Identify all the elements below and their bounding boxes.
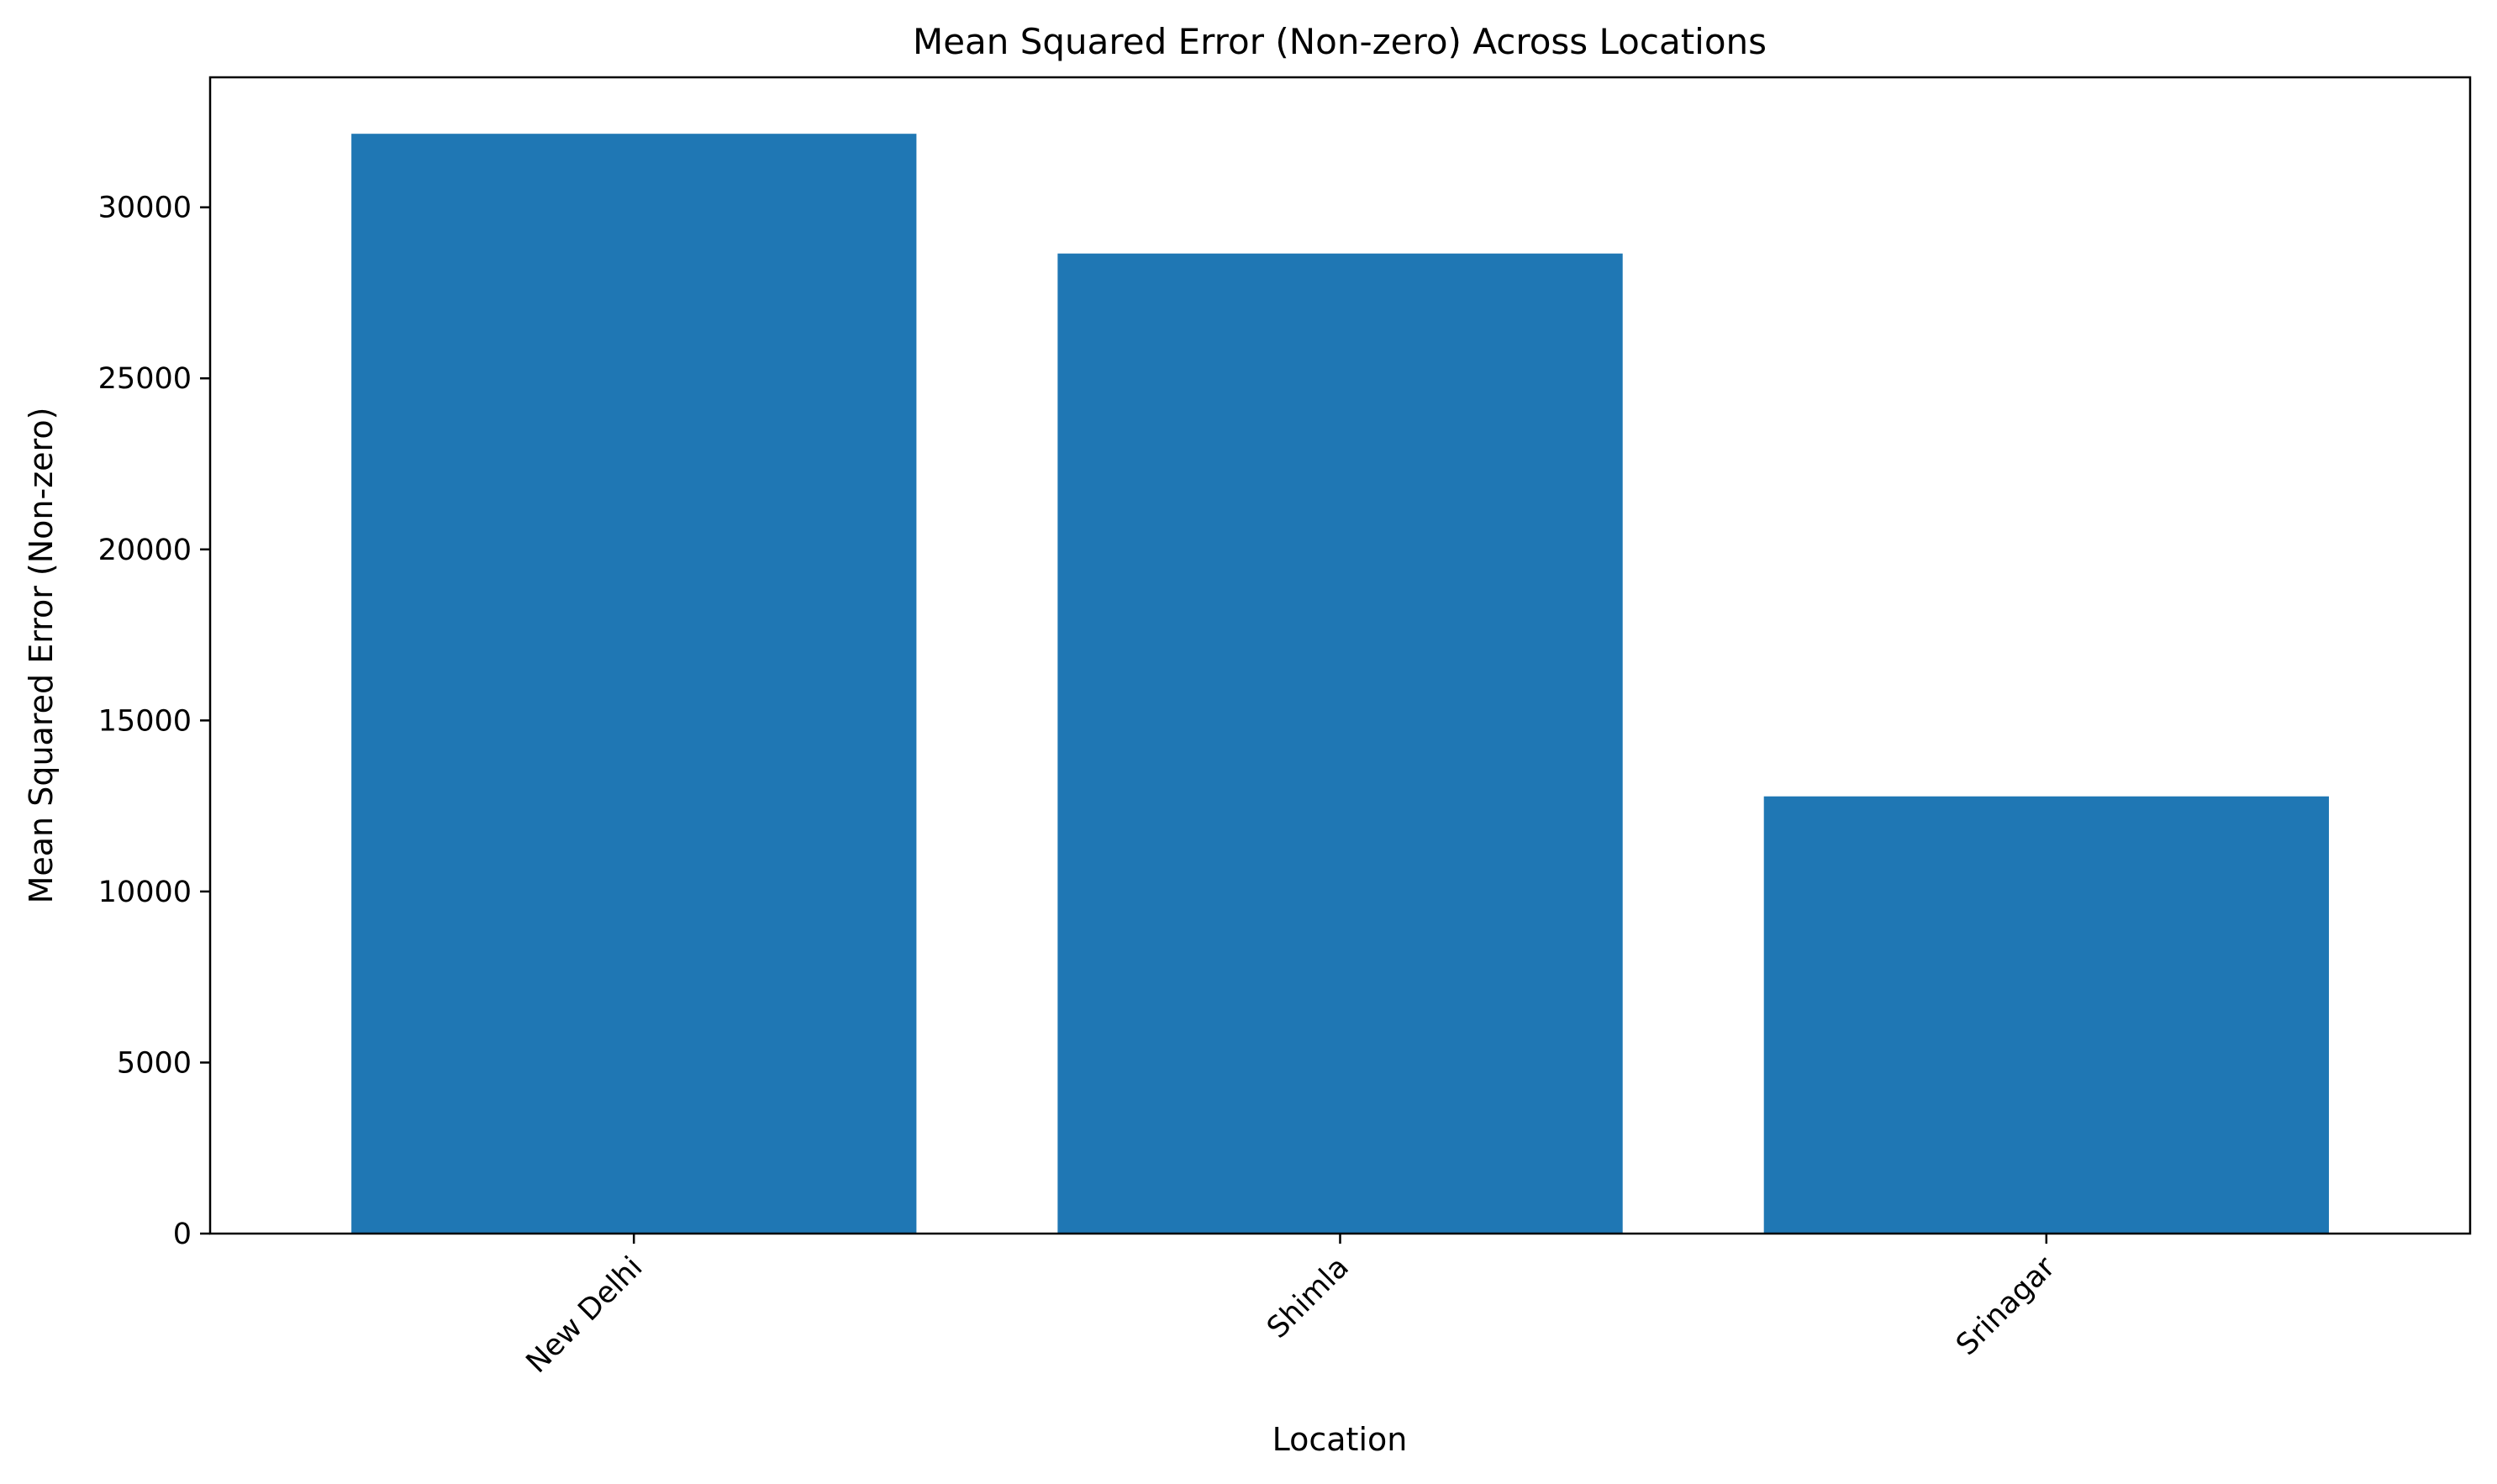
- y-tick-label: 20000: [98, 534, 192, 567]
- y-tick-label: 5000: [117, 1046, 192, 1080]
- y-axis-ticks: 0 5000 10000 15000 20000 25000 30000: [98, 192, 210, 1251]
- y-tick-label: 0: [173, 1218, 192, 1251]
- bars-group: [351, 134, 2329, 1234]
- bar-srinagar: [1763, 796, 2329, 1234]
- bar-new-delhi: [351, 134, 917, 1234]
- y-axis-label: Mean Squared Error (Non-zero): [23, 408, 60, 904]
- bar-shimla: [1057, 253, 1623, 1234]
- y-tick-label: 25000: [98, 362, 192, 396]
- y-tick-label: 15000: [98, 704, 192, 738]
- y-tick-label: 30000: [98, 192, 192, 225]
- chart-title: Mean Squared Error (Non-zero) Across Loc…: [913, 21, 1767, 62]
- y-tick-label: 10000: [98, 876, 192, 909]
- plot-frame: [208, 76, 2472, 1235]
- x-axis-label: Location: [1272, 1421, 1408, 1458]
